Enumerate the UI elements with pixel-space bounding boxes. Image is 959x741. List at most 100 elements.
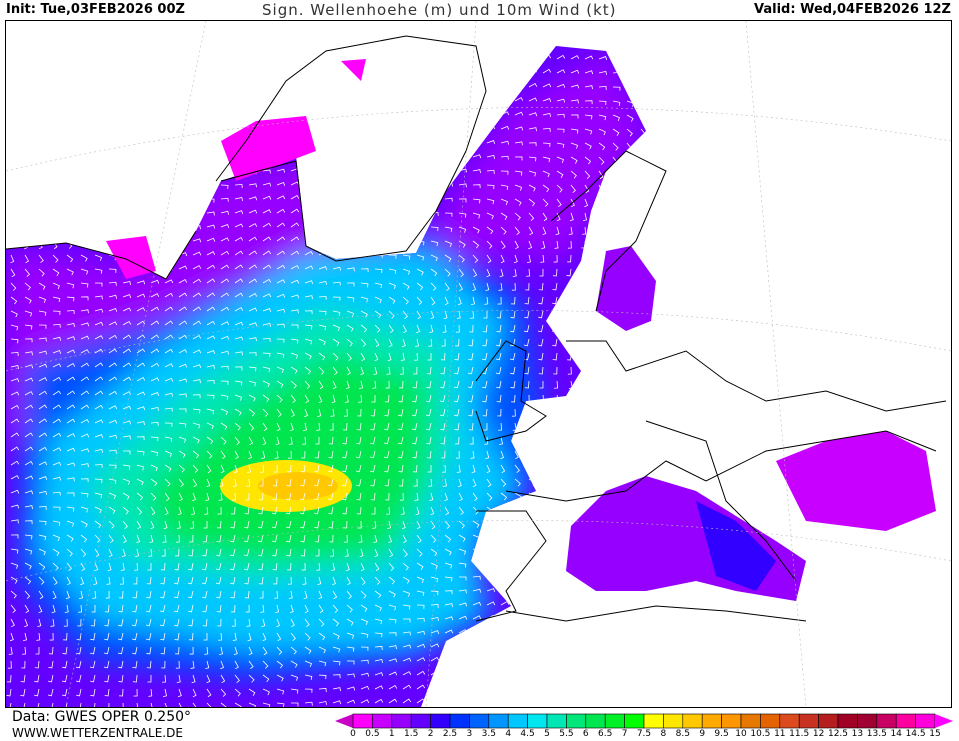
wind-barb: [655, 367, 660, 374]
wind-barb: [248, 72, 252, 82]
wind-barb: [332, 618, 340, 627]
wind-barb: [80, 226, 87, 235]
wind-barb: [453, 394, 460, 403]
wind-barb: [416, 110, 426, 116]
wind-barb: [94, 212, 100, 222]
wind-barb: [542, 586, 552, 592]
wind-barb: [220, 250, 230, 256]
wind-barb: [192, 335, 202, 340]
wind-barb: [7, 660, 12, 669]
wind-barb: [655, 73, 662, 78]
wind-barb: [510, 366, 516, 375]
wind-barb: [108, 348, 118, 354]
wind-barb: [402, 604, 411, 610]
legend-swatch: [527, 713, 548, 729]
wind-barb: [374, 632, 383, 638]
wind-barb: [486, 492, 493, 501]
wind-barb: [122, 520, 128, 529]
wind-barb: [388, 97, 398, 102]
wind-barb: [248, 293, 258, 298]
wind-barb: [178, 265, 188, 270]
wind-barb: [248, 264, 258, 270]
wind-barb: [416, 70, 426, 75]
wind-barb: [34, 170, 40, 179]
wind-barb: [386, 506, 391, 515]
wind-barb: [80, 534, 88, 543]
wind-barb: [234, 278, 244, 284]
wind-barb: [584, 422, 591, 431]
wind-barb: [481, 366, 488, 375]
wind-barb: [220, 464, 225, 474]
wind-barb: [332, 222, 342, 228]
wind-barb: [374, 224, 384, 228]
wind-barb: [262, 674, 270, 683]
wind-barb: [598, 688, 607, 695]
wind-barb: [344, 548, 349, 557]
wind-barb: [136, 436, 145, 441]
wind-barb: [486, 226, 494, 235]
wind-barb: [258, 562, 264, 571]
wind-barb: [398, 394, 404, 403]
wind-barb: [514, 587, 524, 592]
wind-barb: [360, 282, 369, 288]
wind-barb: [245, 604, 250, 613]
wind-barb: [150, 320, 160, 326]
wind-barb: [511, 394, 516, 403]
wind-barb: [612, 114, 621, 122]
wind-barb: [444, 629, 454, 634]
wind-barb: [35, 184, 40, 193]
wind-barb: [135, 548, 140, 557]
wind-barb: [472, 226, 480, 234]
wind-barb: [192, 156, 199, 165]
wind-barb: [63, 170, 68, 179]
wind-barb: [468, 338, 474, 347]
wind-barb: [206, 114, 211, 124]
wind-barb: [76, 646, 82, 655]
wind-barb: [416, 97, 426, 102]
wind-barb: [248, 646, 253, 656]
wind-barb: [276, 100, 284, 109]
wind-barb: [220, 278, 230, 284]
wind-barb: [234, 114, 241, 123]
wind-barb: [148, 688, 153, 697]
wind-barb: [442, 464, 447, 473]
wind-barb: [542, 559, 552, 564]
wind-barb: [514, 226, 520, 235]
wind-barb: [108, 492, 117, 500]
wind-barb: [613, 42, 621, 45]
wind-barb: [122, 198, 129, 207]
legend-tick-label: 12.5: [827, 729, 849, 739]
wind-barb: [430, 182, 440, 186]
wind-barb: [556, 492, 565, 498]
wind-barb: [275, 46, 280, 54]
wind-barb: [556, 643, 566, 648]
wind-barb: [275, 436, 280, 446]
wind-barb: [262, 436, 267, 446]
wind-barb: [486, 96, 496, 102]
wind-barb: [36, 212, 41, 221]
wind-barb: [234, 197, 243, 202]
wind-barb: [388, 548, 394, 558]
wind-barb: [570, 659, 579, 664]
wind-barb: [38, 296, 47, 303]
wind-barb: [94, 226, 101, 235]
wind-barb: [177, 688, 182, 698]
wind-barb: [318, 236, 328, 242]
wind-barb: [206, 251, 216, 256]
wind-barb: [63, 58, 68, 67]
wind-barb: [500, 82, 510, 88]
wind-barb: [94, 448, 104, 453]
wind-barb: [528, 142, 537, 147]
wind-barb: [173, 604, 180, 613]
wind-barb: [332, 194, 342, 200]
wind-barb: [458, 615, 468, 620]
wind-barb: [402, 671, 412, 676]
wind-barb: [47, 702, 54, 707]
wind-barb: [412, 436, 418, 445]
wind-barb: [374, 194, 384, 200]
wind-barb: [272, 506, 278, 515]
wind-barb: [346, 338, 353, 347]
wind-barb: [360, 618, 369, 626]
wind-barb: [318, 266, 328, 270]
wind-barb: [178, 422, 187, 428]
